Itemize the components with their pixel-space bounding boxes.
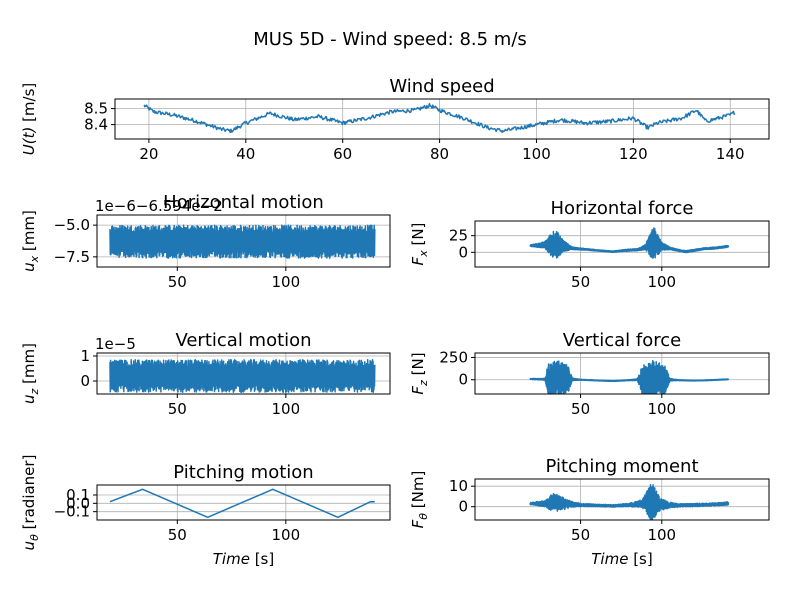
x-axis-label: Time [s] <box>591 550 652 568</box>
x-axis-label: Time [s] <box>213 550 274 568</box>
y-axis-label: Fθ [Nm] <box>409 471 430 529</box>
y-axis-label: uz [mm] <box>20 343 41 404</box>
y-tick-label: −5.0 <box>54 216 90 234</box>
x-tick-label: 50 <box>168 400 187 418</box>
series-line <box>529 359 730 394</box>
y-tick-label: 1 <box>80 347 90 365</box>
series-line <box>109 488 375 519</box>
axes-frame <box>474 220 770 268</box>
y-tick-label: 0 <box>458 498 468 516</box>
y-tick-label: 250 <box>439 348 468 366</box>
y-tick-label: 8.5 <box>84 100 108 118</box>
y-axis-label: uθ [radianer] <box>20 455 41 551</box>
series-line <box>109 224 376 259</box>
x-tick-label: 50 <box>168 273 187 291</box>
y-axis-label: Fz [N] <box>409 352 430 394</box>
x-tick-label: 50 <box>168 526 187 544</box>
x-tick-label: 100 <box>272 273 301 291</box>
y-tick-label: −0.1 <box>54 503 90 521</box>
axes-frame <box>114 98 770 140</box>
y-tick-label: 0.0 <box>66 494 90 512</box>
axis-offset-text: 1e−6−6.594e−2 <box>95 197 223 215</box>
x-tick-label: 60 <box>333 145 352 163</box>
x-tick-label: 100 <box>272 526 301 544</box>
x-tick-label: 100 <box>647 400 676 418</box>
x-tick-label: 120 <box>619 145 648 163</box>
x-tick-label: 100 <box>522 145 551 163</box>
axes-frame <box>474 478 770 521</box>
panel-title: Vertical motion <box>175 330 311 351</box>
series-line <box>529 227 730 259</box>
figure-title: MUS 5D - Wind speed: 8.5 m/s <box>253 29 527 50</box>
panel-pmoment: 50 100 0 10 Pitching moment Fθ [Nm] Time [s] <box>409 456 770 568</box>
y-tick-label: 0 <box>458 243 468 261</box>
panel-vforce: 50 100 0 250 Vertical force Fz [N] <box>409 330 770 418</box>
panel-hmotion: 50 100 −7.5 −5.0 Horizontal motion1e−6−6.594… <box>20 192 391 291</box>
x-tick-label: 50 <box>571 526 590 544</box>
x-tick-label: 100 <box>647 273 676 291</box>
axes-frame <box>474 352 770 395</box>
y-tick-label: 8.4 <box>84 116 108 134</box>
panel-title: Horizontal motion <box>163 192 324 213</box>
panel-title: Wind speed <box>389 76 494 97</box>
y-tick-label: 0 <box>80 372 90 390</box>
panel-hforce: 50 100 025 Horizontal force Fx [N] <box>409 198 770 291</box>
panel-wind: 20 40 60 80 100 120 140 8.48.5 Wind speed U(t) [m… <box>20 76 770 163</box>
y-axis-label: Fx [N] <box>409 223 430 266</box>
y-tick-label: −7.5 <box>54 248 90 266</box>
axes-frame <box>96 214 391 268</box>
axes-frame <box>96 352 391 395</box>
x-tick-label: 100 <box>647 526 676 544</box>
panel-title: Vertical force <box>563 330 681 351</box>
panel-vmotion: 50 100 0 1 Vertical motion 1e−5 uz [mm] <box>20 330 391 418</box>
y-tick-label: 0.1 <box>66 486 90 504</box>
y-tick-label: 25 <box>449 227 468 245</box>
panel-pitch: 50 100 −0.10.00.1 Pitching motion uθ [radian… <box>20 455 391 568</box>
series-line <box>109 359 376 393</box>
axes-frame <box>96 484 391 521</box>
y-tick-label: 10 <box>449 477 468 495</box>
x-tick-label: 80 <box>430 145 449 163</box>
panel-title: Horizontal force <box>551 198 694 219</box>
x-tick-label: 50 <box>571 273 590 291</box>
y-tick-label: 0 <box>458 371 468 389</box>
y-axis-label: ux [mm] <box>20 210 41 272</box>
axis-offset-text: 1e−5 <box>95 335 136 353</box>
x-tick-label: 40 <box>236 145 255 163</box>
y-axis-label: U(t) [m/s] <box>20 83 38 156</box>
x-tick-label: 140 <box>716 145 745 163</box>
x-tick-label: 50 <box>571 400 590 418</box>
panel-title: Pitching motion <box>173 462 313 483</box>
panel-title: Pitching moment <box>546 456 699 477</box>
x-tick-label: 100 <box>272 400 301 418</box>
x-tick-label: 20 <box>139 145 158 163</box>
series-line <box>529 484 730 520</box>
series-line <box>143 102 736 134</box>
